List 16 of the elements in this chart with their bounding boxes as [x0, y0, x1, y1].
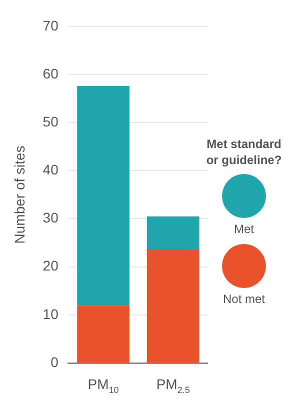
legend-title: Met standard or guideline? — [205, 136, 283, 168]
bar — [146, 250, 200, 362]
y-tick-label: 20 — [42, 258, 59, 274]
y-tick-label: 30 — [42, 210, 59, 226]
y-tick-label: 70 — [42, 17, 59, 34]
bar — [77, 305, 130, 362]
y-tick-label: 50 — [42, 113, 59, 130]
text: Met — [232, 222, 255, 236]
y-tick-label: 60 — [42, 65, 59, 82]
bar — [77, 86, 130, 306]
y-tick-label: 40 — [42, 162, 59, 178]
series-label: Not met — [222, 292, 266, 306]
bar — [146, 216, 200, 250]
y-axis-title: Number of sites — [11, 146, 28, 244]
y-tick-label: 0 — [50, 354, 59, 370]
y-tick-label: 10 — [42, 306, 59, 322]
